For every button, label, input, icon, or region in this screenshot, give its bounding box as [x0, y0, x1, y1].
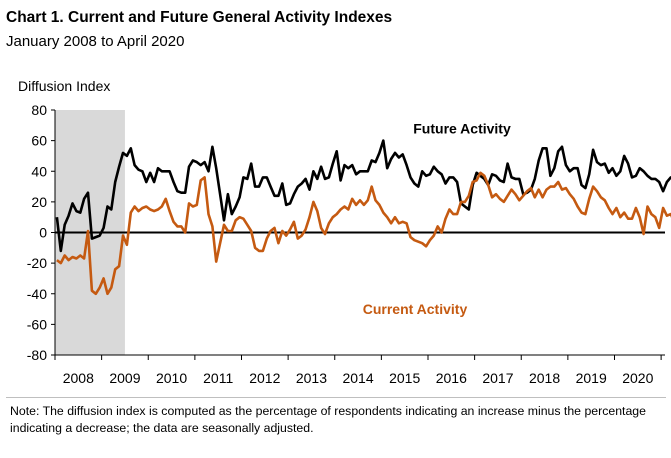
note-divider: [6, 397, 666, 398]
x-tick-label: 2011: [203, 370, 233, 386]
y-axis-label: Diffusion Index: [18, 78, 111, 94]
series-label: Future Activity: [413, 120, 511, 136]
series-label: Current Activity: [363, 301, 468, 317]
x-tick-label: 2008: [63, 370, 94, 386]
y-tick-label: 80: [31, 102, 47, 118]
x-tick-label: 2020: [622, 370, 653, 386]
y-tick-label: 0: [39, 225, 47, 241]
chart-note: Note: The diffusion index is computed as…: [10, 404, 646, 435]
x-tick-label: 2019: [576, 370, 607, 386]
y-tick-label: -80: [27, 347, 47, 363]
x-tick-label: 2010: [156, 370, 187, 386]
line-chart: -80 -60 -40 -20 0 20 40 60 80 2008 2009 2010 2011 201…: [27, 102, 671, 386]
x-tick-label: 2015: [389, 370, 420, 386]
x-tick-label: 2012: [249, 370, 280, 386]
series-line-future-activity: [55, 139, 671, 253]
y-tick-label: -40: [27, 286, 47, 302]
x-tick-label: 2014: [342, 370, 373, 386]
y-tick-label: 20: [31, 194, 47, 210]
y-tick-label: -60: [27, 316, 47, 332]
chart-subtitle: January 2008 to April 2020: [6, 33, 185, 50]
y-tick-label: -20: [27, 255, 47, 271]
y-tick-label: 40: [31, 163, 47, 179]
x-tick-label: 2016: [436, 370, 467, 386]
x-tick-label: 2018: [529, 370, 560, 386]
x-tick-label: 2009: [109, 370, 140, 386]
series-line-current-activity: [56, 171, 671, 296]
x-tick-label: 2013: [296, 370, 327, 386]
y-tick-label: 60: [31, 133, 47, 149]
chart-title: Chart 1. Current and Future General Acti…: [6, 9, 393, 26]
x-tick-label: 2017: [482, 370, 513, 386]
